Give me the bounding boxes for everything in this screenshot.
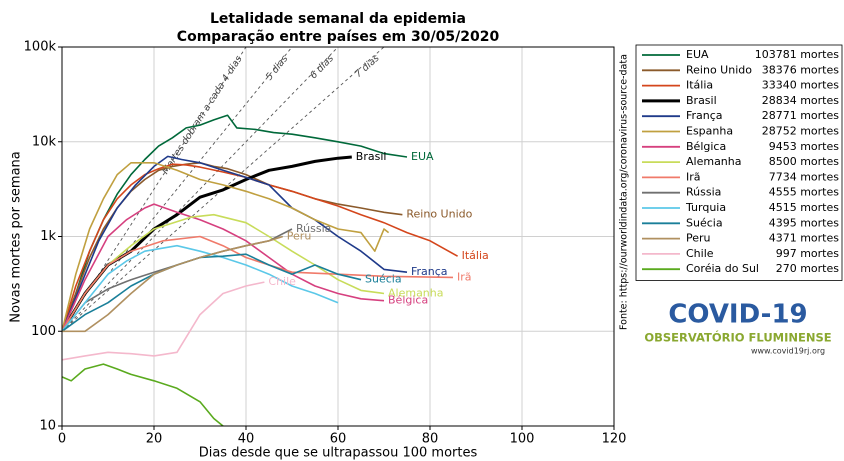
y-tick-label: 100k	[24, 40, 57, 55]
chart-title: Letalidade semanal da epidemia	[210, 11, 466, 27]
end-label: França	[411, 265, 448, 278]
legend-total: 997 mortes	[776, 247, 840, 260]
end-label: Alemanha	[388, 287, 444, 300]
series-line	[62, 235, 284, 333]
end-label: EUA	[411, 150, 434, 163]
legend-total: 28771 mortes	[762, 109, 840, 122]
logo-title: COVID-19	[668, 300, 807, 330]
chart-subtitle: Comparação entre países em 30/05/2020	[177, 29, 500, 45]
legend-label: Bélgica	[686, 140, 726, 153]
series-line	[62, 244, 339, 332]
legend-label: Turquia	[685, 201, 726, 214]
series-line	[62, 363, 224, 426]
reference-line	[62, 47, 339, 332]
x-tick-label: 120	[602, 432, 627, 447]
end-label: Brasil	[356, 150, 387, 163]
x-tick-label: 100	[510, 432, 535, 447]
end-label: Suécia	[365, 273, 402, 286]
logo-subtitle: OBSERVATÓRIO FLUMINENSE	[644, 330, 831, 345]
logo-url: www.covid19rj.org	[751, 347, 825, 356]
series-line	[62, 155, 408, 332]
legend-total: 4555 mortes	[769, 186, 840, 199]
legend-total: 103781 mortes	[755, 48, 840, 61]
legend-total: 270 mortes	[776, 262, 840, 275]
y-tick-label: 10k	[32, 134, 57, 149]
x-axis-label: Dias desde que se ultrapassou 100 mortes	[199, 446, 478, 461]
legend-total: 33340 mortes	[762, 79, 840, 92]
reference-label: 5 dias	[264, 54, 291, 83]
reference-label: 6 dias	[308, 53, 336, 81]
series-line	[62, 281, 265, 361]
end-label: Reino Unido	[406, 208, 472, 221]
legend-total: 7734 mortes	[769, 170, 840, 183]
plot-frame	[61, 46, 615, 427]
end-label: Itália	[462, 249, 489, 262]
legend-label: Itália	[686, 79, 713, 92]
legend-label: França	[686, 109, 723, 122]
series-line	[62, 253, 362, 332]
y-tick-label: 100	[31, 324, 56, 339]
series-line	[62, 155, 352, 333]
end-label: Bélgica	[388, 294, 428, 307]
series-line	[62, 203, 385, 332]
legend-total: 4371 mortes	[769, 232, 840, 245]
legend-label: Reino Unido	[686, 63, 752, 76]
legend-total: 28752 mortes	[762, 125, 840, 138]
legend-label: Rússia	[686, 186, 721, 199]
legend-label: Irã	[686, 170, 701, 183]
legend-label: Coréia do Sul	[686, 262, 759, 275]
legend-label: Suécia	[686, 216, 723, 229]
series-line	[62, 163, 458, 332]
legend-total: 4515 mortes	[769, 201, 840, 214]
legend-total: 38376 mortes	[762, 63, 840, 76]
legend-total: 28834 mortes	[762, 94, 840, 107]
y-tick-label: 10	[39, 419, 56, 434]
legend-label: Espanha	[686, 125, 733, 138]
end-label: Rússia	[296, 222, 331, 235]
legend-total: 4395 mortes	[769, 216, 840, 229]
y-axis-label: Novas mortes por semana	[9, 151, 24, 323]
x-tick-label: 40	[238, 432, 255, 447]
x-tick-label: 0	[58, 432, 66, 447]
legend-label: Alemanha	[686, 155, 742, 168]
logo: COVID-19 OBSERVATÓRIO FLUMINENSE www.cov…	[644, 300, 831, 356]
end-label: Irã	[457, 270, 472, 283]
end-label: Chile	[268, 275, 296, 288]
reference-label: 7 dias	[353, 53, 382, 80]
legend-label: Brasil	[686, 94, 717, 107]
end-label: Peru	[287, 230, 312, 243]
x-tick-label: 60	[330, 432, 347, 447]
x-tick-label: 80	[422, 432, 439, 447]
source-note: Fonte: https://ourworldindata.org/corona…	[619, 54, 630, 330]
legend-total: 8500 mortes	[769, 155, 840, 168]
legend-label: EUA	[686, 48, 709, 61]
y-tick-label: 1k	[40, 229, 56, 244]
series-line	[62, 162, 390, 332]
series-line	[62, 114, 408, 332]
legend-label: Chile	[686, 247, 714, 260]
legend-total: 9453 mortes	[769, 140, 840, 153]
legend-label: Peru	[686, 232, 711, 245]
x-tick-label: 20	[146, 432, 163, 447]
